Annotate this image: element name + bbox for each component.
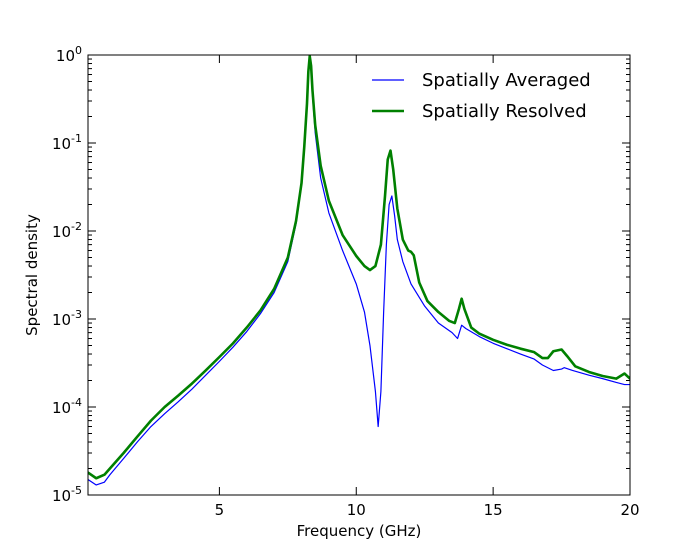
x-tick-label: 5 (215, 501, 225, 519)
legend-label-1: Spatially Averaged (422, 70, 591, 91)
legend: Spatially Averaged Spatially Resolved (372, 70, 591, 122)
y-tick-label: 10-3 (52, 308, 82, 329)
series-layer (88, 55, 630, 486)
y-tick-label: 10-2 (52, 220, 82, 241)
y-tick-label: 100 (56, 44, 82, 65)
y-tick-label: 10-4 (52, 396, 82, 417)
x-tick-label: 15 (484, 501, 503, 519)
x-tick-label: 10 (347, 501, 366, 519)
y-axis: 10-5 10-4 10-3 10-2 10-1 100 (52, 44, 630, 505)
y-tick-label: 10-1 (52, 132, 82, 153)
y-tick-label: 10-5 (52, 484, 82, 505)
x-axis-label: Frequency (GHz) (297, 522, 422, 540)
series-line-1 (88, 56, 630, 486)
y-axis-label: Spectral density (23, 214, 41, 336)
x-axis: 5 10 15 20 (215, 55, 640, 519)
plot-frame (87, 54, 631, 496)
x-tick-label: 20 (620, 501, 639, 519)
legend-label-2: Spatially Resolved (422, 101, 587, 122)
series-line-2 (88, 55, 630, 480)
